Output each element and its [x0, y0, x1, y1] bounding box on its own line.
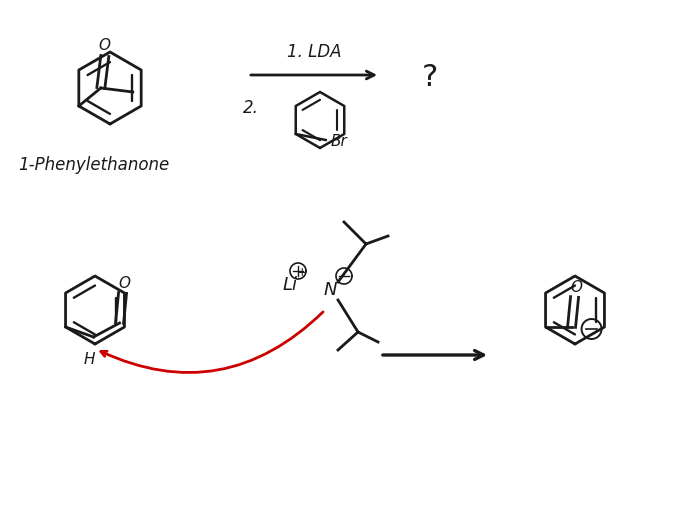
Text: O: O — [99, 38, 111, 54]
Text: 1. LDA: 1. LDA — [287, 43, 342, 61]
Text: ?: ? — [422, 64, 438, 92]
Text: N: N — [323, 281, 337, 299]
Text: +: + — [297, 267, 307, 279]
Text: 2.: 2. — [243, 99, 259, 117]
Text: H: H — [84, 352, 95, 366]
Text: O: O — [570, 280, 582, 296]
Text: Br: Br — [331, 134, 347, 150]
Text: O: O — [118, 277, 131, 291]
Text: Li: Li — [283, 276, 298, 294]
Text: 1-Phenylethanone: 1-Phenylethanone — [18, 156, 169, 174]
